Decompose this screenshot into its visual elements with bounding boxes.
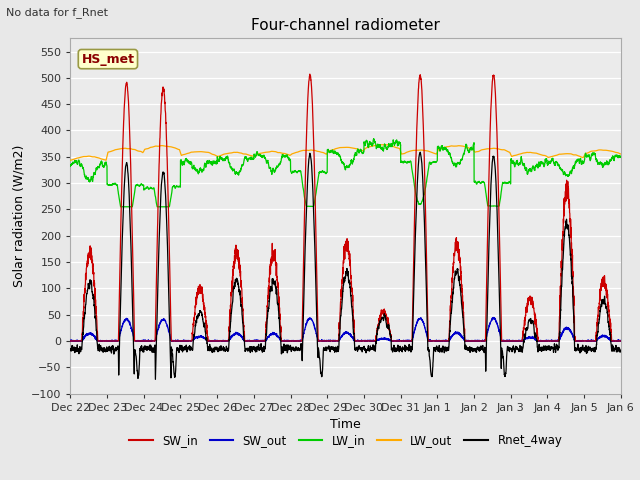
Y-axis label: Solar radiation (W/m2): Solar radiation (W/m2) <box>12 145 26 287</box>
Text: No data for f_Rnet: No data for f_Rnet <box>6 7 108 18</box>
X-axis label: Time: Time <box>330 418 361 431</box>
Legend: SW_in, SW_out, LW_in, LW_out, Rnet_4way: SW_in, SW_out, LW_in, LW_out, Rnet_4way <box>124 429 567 452</box>
Text: HS_met: HS_met <box>81 53 134 66</box>
Title: Four-channel radiometer: Four-channel radiometer <box>251 18 440 33</box>
